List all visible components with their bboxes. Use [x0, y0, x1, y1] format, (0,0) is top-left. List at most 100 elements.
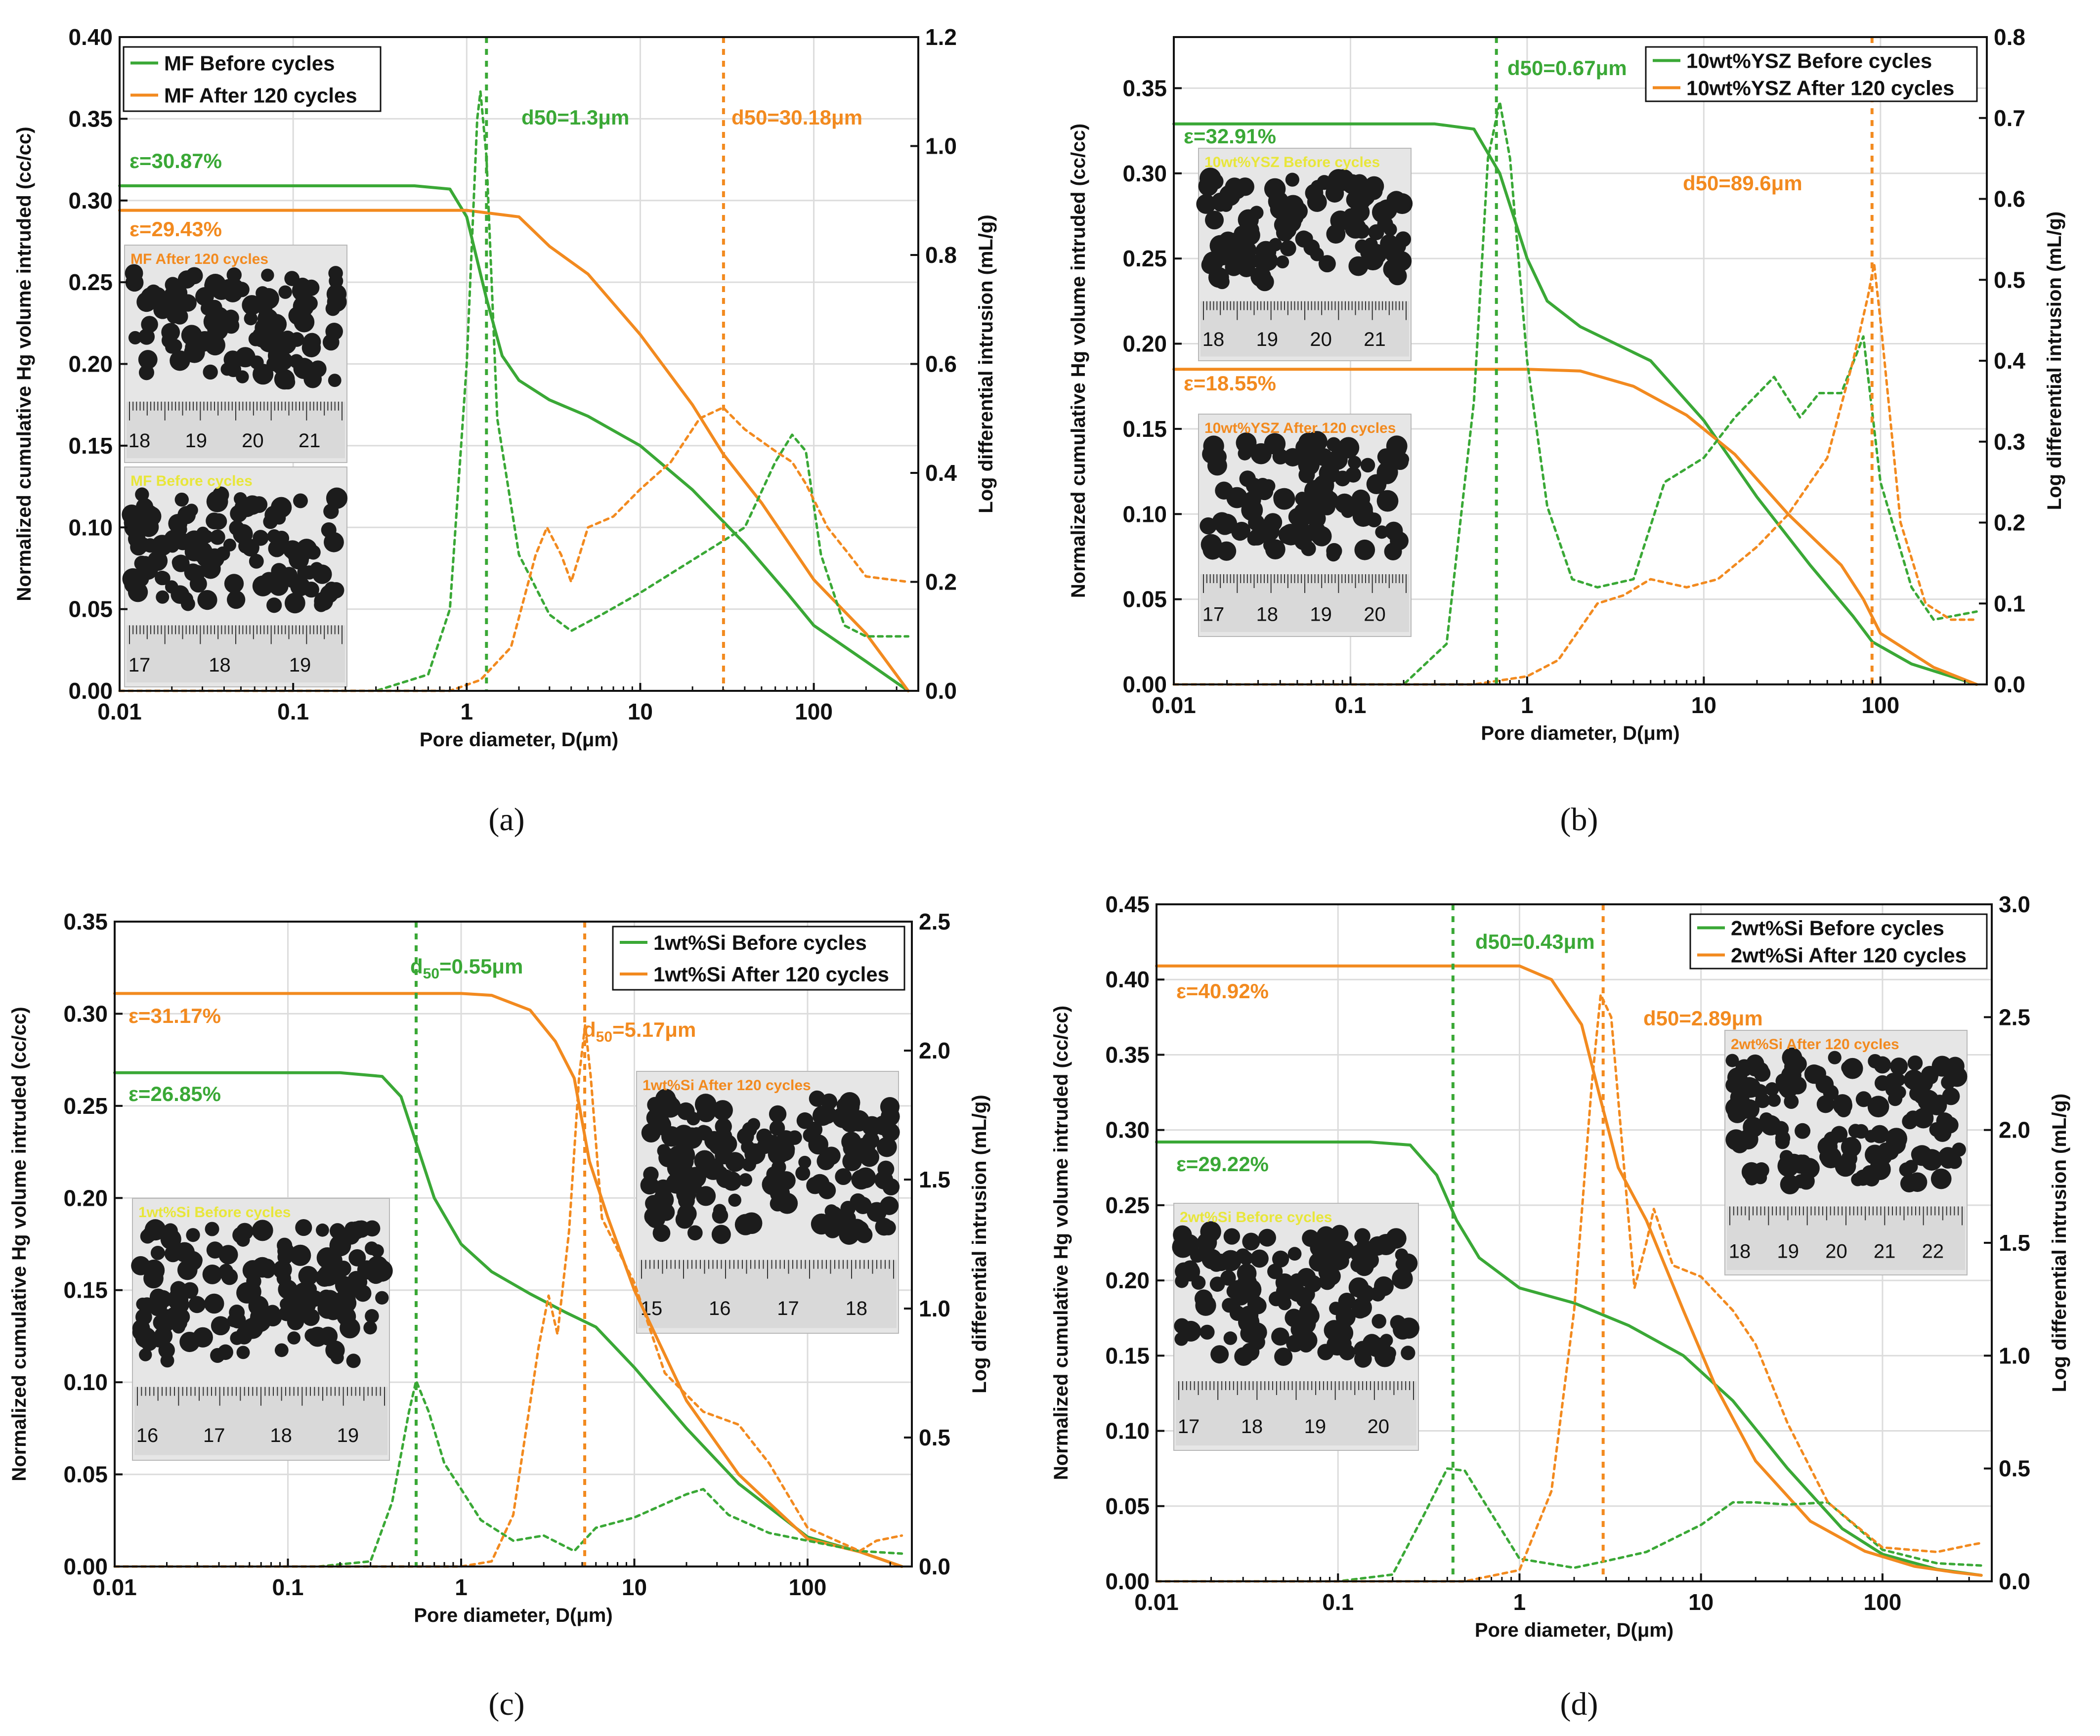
pellet [1325, 184, 1344, 203]
pellet [1383, 222, 1397, 236]
pellet [1267, 1264, 1283, 1279]
pellet [1354, 1350, 1372, 1368]
pellet [325, 1340, 345, 1360]
d50-main: d [410, 955, 423, 978]
pellet [261, 268, 274, 282]
pellet [1238, 1311, 1260, 1333]
y-tick-label: 0.00 [68, 678, 113, 704]
pellet [1345, 466, 1362, 483]
pellet [1326, 224, 1346, 244]
pellet [211, 1316, 230, 1336]
pellet [1196, 194, 1216, 214]
pellet [1357, 1248, 1371, 1262]
pellet [167, 308, 182, 324]
x-tick-label: 100 [789, 1574, 827, 1600]
pellet [1804, 1064, 1824, 1084]
pellet [243, 495, 262, 515]
pellet [842, 1151, 862, 1171]
pellet [1248, 528, 1266, 546]
pellet [1281, 525, 1296, 540]
pellet [646, 1108, 665, 1127]
pellet [140, 1229, 155, 1244]
pellet [268, 540, 286, 557]
x-axis-label: Pore diameter, D(μm) [1475, 1619, 1673, 1641]
photo-caption: 2wt%Si Before cycles [1180, 1209, 1332, 1226]
pellet [1338, 1292, 1356, 1311]
ruler-number: 20 [1364, 604, 1386, 626]
pellet [1828, 1051, 1842, 1064]
d50-subscript: 50 [596, 1029, 612, 1045]
y-tick-label: 0.20 [1122, 331, 1167, 357]
pellet [770, 1183, 790, 1203]
pellet [1767, 1093, 1781, 1107]
pellet [289, 1246, 309, 1266]
pellet [204, 278, 219, 293]
pellet [1927, 1095, 1947, 1115]
ruler-number: 18 [845, 1298, 867, 1319]
pellet [375, 1291, 389, 1305]
y2-tick-label: 0.0 [1999, 1568, 2030, 1594]
pellet [1741, 1162, 1761, 1182]
pellet [210, 1348, 225, 1363]
pellet [236, 1282, 258, 1304]
pellet [161, 323, 180, 342]
y-tick-label: 0.15 [1105, 1343, 1150, 1368]
pellet [841, 1132, 861, 1152]
pellet [713, 1204, 727, 1217]
pellet [1273, 488, 1292, 507]
pellet [795, 1166, 811, 1181]
ruler-number: 18 [1729, 1240, 1751, 1262]
x-tick-label: 0.1 [1322, 1589, 1354, 1615]
d50-annotation: d50=0.67μm [1507, 56, 1627, 80]
y-tick-label: 0.05 [68, 596, 113, 622]
pellet [1946, 1057, 1965, 1076]
pellet [1205, 211, 1224, 230]
pellet [125, 264, 143, 283]
pellet [1305, 184, 1324, 203]
photo-inset: MF After 120 cycles 18 19 20 21 [124, 245, 347, 463]
pellet [1174, 1318, 1190, 1334]
pellet [252, 326, 274, 348]
y-tick-label: 0.15 [68, 433, 113, 459]
ruler-number: 19 [337, 1425, 359, 1446]
pellet [1298, 466, 1315, 483]
pellet [1725, 1054, 1739, 1067]
pellet [1371, 201, 1394, 223]
pellet [1226, 1283, 1242, 1299]
pellet [363, 1260, 384, 1281]
y-tick-label: 0.00 [63, 1554, 108, 1579]
y-tick-label: 0.05 [63, 1462, 108, 1487]
pellet [1754, 1065, 1771, 1082]
x-tick-label: 0.01 [1134, 1589, 1179, 1615]
y2-tick-label: 2.5 [919, 909, 950, 934]
pellet [1225, 258, 1243, 276]
pellet [230, 505, 248, 522]
pellet [725, 1152, 745, 1172]
ruler-number: 17 [1178, 1416, 1200, 1438]
series-log-differential-green [118, 90, 910, 692]
y2-tick-label: 0.4 [1994, 348, 2025, 374]
pellet [1302, 1229, 1320, 1247]
pellet [1297, 1268, 1316, 1287]
pellet [1295, 521, 1310, 537]
series-log-differential-green [113, 1379, 903, 1568]
x-tick-label: 0.01 [1152, 692, 1196, 718]
pellet [1391, 453, 1409, 470]
y-tick-label: 0.25 [1122, 246, 1167, 271]
pellet [296, 539, 317, 560]
ruler-number: 18 [1256, 604, 1279, 626]
pellet [340, 1317, 360, 1339]
pellet [211, 513, 227, 530]
y2-tick-label: 0.0 [1994, 672, 2025, 697]
pellet [1172, 1236, 1194, 1258]
series-cumulative-green [113, 1071, 903, 1568]
pellet [342, 1227, 360, 1245]
pellet [256, 286, 270, 300]
y2-tick-label: 0.5 [1994, 267, 2025, 293]
pellet [153, 1314, 170, 1331]
pellet [1938, 1147, 1958, 1166]
y2-axis-label: Log differential intrusion (mL/g) [2044, 212, 2065, 510]
pellet [1874, 1075, 1890, 1091]
series-cumulative-green [118, 184, 910, 692]
